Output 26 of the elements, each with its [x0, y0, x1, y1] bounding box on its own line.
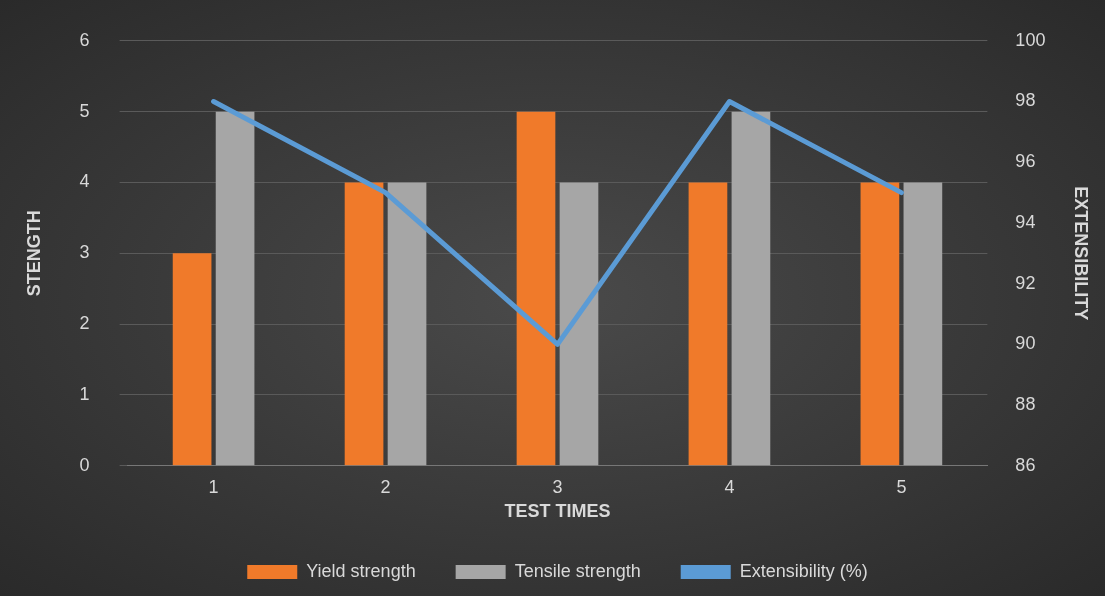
x-tick-label: 4	[724, 476, 735, 497]
legend-label: Tensile strength	[514, 560, 641, 581]
x-axis-title: TEST TIMES	[504, 501, 611, 522]
y2-tick-label: 98	[1015, 90, 1036, 111]
y2-tick-label: 90	[1015, 333, 1036, 354]
y-tick-label: 5	[79, 100, 90, 121]
legend-label: Extensibility (%)	[739, 560, 868, 581]
y-tick-label: 6	[79, 29, 90, 50]
y2-axis-title: EXTENSIBILITY	[1071, 186, 1092, 321]
x-tick-label: 2	[380, 476, 391, 497]
legend-label: Yield strength	[306, 560, 416, 581]
y-tick-label: 0	[79, 454, 90, 475]
y-tick-label: 2	[79, 313, 90, 334]
y-axis-title: STENGTH	[23, 210, 44, 297]
y2-tick-label: 96	[1015, 151, 1036, 172]
y2-tick-label: 88	[1015, 394, 1036, 415]
y-tick-label: 3	[79, 242, 90, 263]
x-tick-label: 3	[552, 476, 563, 497]
y-tick-label: 1	[79, 383, 90, 404]
x-tick-label: 5	[896, 476, 907, 497]
y-tick-label: 4	[79, 171, 90, 192]
y2-tick-label: 100	[1015, 29, 1046, 50]
y2-tick-label: 92	[1015, 272, 1036, 293]
y2-tick-label: 86	[1015, 454, 1036, 475]
y2-tick-label: 94	[1015, 211, 1036, 232]
x-tick-label: 1	[208, 476, 219, 497]
